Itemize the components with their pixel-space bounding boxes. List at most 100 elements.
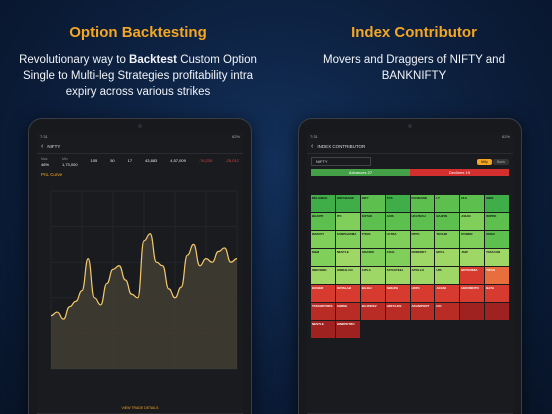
stock-tile[interactable]: ASIAN: [460, 213, 485, 230]
stock-tile[interactable]: IOC: [435, 303, 460, 320]
metric: 105: [90, 158, 98, 163]
stock-tile[interactable]: TCS: [385, 195, 410, 212]
stock-tile[interactable]: TATAMOTORS: [311, 303, 335, 320]
nifty-toggle[interactable]: Nifty: [476, 159, 492, 165]
stock-tile[interactable]: BAJFIN: [435, 213, 460, 230]
pnl-chart-svg: [50, 190, 238, 370]
stock-tile[interactable]: GRASIM: [360, 249, 385, 266]
metric: 50: [110, 158, 115, 163]
stock-tile[interactable]: HEROMOTO: [460, 285, 485, 302]
back-arrow-icon[interactable]: ‹: [311, 143, 314, 150]
status-bar: 7:31 62%: [310, 134, 510, 139]
stock-tile[interactable]: TATACON: [485, 249, 509, 266]
option-backtesting-description: Revolutionary way to Backtest Custom Opt…: [19, 54, 257, 98]
stock-tile[interactable]: APOLLO: [410, 267, 435, 284]
tablet-mockup-index: 7:31 62% ‹ INDEX CONTRIBUTOR NIFTY Nifty…: [298, 118, 522, 414]
stock-tile[interactable]: SUNPHARMA: [335, 231, 360, 248]
stock-tile[interactable]: NTPC: [410, 231, 435, 248]
stock-tile[interactable]: ADANIPORT: [410, 303, 435, 320]
stock-tile[interactable]: [485, 303, 509, 320]
stock-tile[interactable]: SBIN: [485, 195, 509, 212]
stock-tile[interactable]: HDFCLIFE: [385, 303, 410, 320]
heatmap-grid: RELIANCE HDFCBANK INFY TCS ICICIBANK LT HUL SBI…: [311, 195, 509, 338]
stock-tile[interactable]: BPCL: [435, 249, 460, 266]
metrics-row: Max 48% Min 1,73,000 105 50 17 43,883 4,57,009 -7…: [37, 154, 243, 170]
metric: -25,012: [225, 158, 239, 163]
stock-tile[interactable]: HDFC: [410, 285, 435, 302]
advances-bar: Advances 27: [311, 169, 410, 176]
stock-tile[interactable]: NESTLE: [335, 249, 360, 266]
stock-tile[interactable]: INDUSIND: [311, 267, 335, 284]
stock-tile[interactable]: TATASTEEL: [385, 267, 410, 284]
stock-tile[interactable]: ICICIBANK: [410, 195, 435, 212]
index-toolbar: NIFTY Nifty Bank: [307, 154, 513, 169]
stock-tile[interactable]: BAJAJ: [360, 285, 385, 302]
stock-tile[interactable]: UPL: [435, 267, 460, 284]
stock-tile[interactable]: DIVISLAB: [335, 285, 360, 302]
stock-tile[interactable]: POWER: [460, 231, 485, 248]
app-header: ‹ INDEX CONTRIBUTOR: [307, 140, 513, 154]
stock-tile[interactable]: ITC: [335, 213, 360, 230]
metric: Max 48%: [41, 157, 50, 167]
app-header: ‹ NIFTY: [37, 140, 243, 154]
metric: 43,883: [145, 158, 158, 163]
stock-tile[interactable]: AXIS: [385, 213, 410, 230]
heading-index-contributor: Index Contributor: [351, 24, 477, 41]
heading-option-backtesting: Option Backtesting: [69, 24, 207, 41]
stock-tile[interactable]: BATA: [485, 285, 509, 302]
stock-tile[interactable]: INFY: [360, 195, 385, 212]
stock-tile[interactable]: HINDPETRO: [335, 321, 360, 338]
stock-tile[interactable]: TECHM: [435, 231, 460, 248]
stock-tile[interactable]: NESTLE: [311, 321, 335, 338]
index-select[interactable]: NIFTY: [311, 157, 371, 166]
stock-tile[interactable]: BAJFINSV: [360, 303, 385, 320]
stock-tile[interactable]: BHARTI: [311, 213, 335, 230]
stock-tile[interactable]: [460, 303, 485, 320]
stock-tile[interactable]: TITAN: [485, 267, 509, 284]
stock-tile[interactable]: WIPRO: [485, 213, 509, 230]
stock-tile[interactable]: CIPLA: [360, 267, 385, 284]
index-contributor-panel: Index Contributor Movers and Draggers of…: [276, 0, 552, 414]
backtest-screen: 7:31 62% ‹ NIFTY Max 48% Min 1,73,000 105 50 1…: [37, 133, 243, 414]
camera-icon: [138, 124, 142, 128]
stock-tile[interactable]: RELIANCE: [311, 195, 335, 212]
index-contributor-description: Movers and Draggers of NIFTY and BANKNIF…: [323, 54, 505, 82]
stock-tile[interactable]: COAL: [385, 249, 410, 266]
stock-tile[interactable]: HUL: [460, 195, 485, 212]
stock-tile[interactable]: M&M: [311, 249, 335, 266]
metric: 4,57,009: [170, 158, 186, 163]
tablet-mockup-backtest: 7:31 62% ‹ NIFTY Max 48% Min 1,73,000 105 50 1…: [28, 118, 252, 414]
stock-tile[interactable]: JSW: [460, 249, 485, 266]
back-arrow-icon[interactable]: ‹: [41, 143, 44, 150]
stock-tile[interactable]: SHREE: [335, 303, 360, 320]
stock-tile[interactable]: ADANI: [435, 285, 460, 302]
advance-decline-row: Advances 27 Declines 19: [307, 169, 513, 176]
pnl-area: [51, 233, 237, 369]
bank-toggle[interactable]: Bank: [493, 159, 509, 165]
stock-tile[interactable]: KOTAK: [360, 213, 385, 230]
stock-tile[interactable]: ONGC: [485, 231, 509, 248]
metric: 17: [127, 158, 133, 163]
stock-tile[interactable]: EICHER: [311, 285, 335, 302]
stock-tile[interactable]: LT: [435, 195, 460, 212]
pnl-curve-label: PnL Curve: [41, 172, 63, 177]
stock-tile[interactable]: HDFCBANK: [335, 195, 360, 212]
stock-tile[interactable]: DRREDDY: [410, 249, 435, 266]
option-backtesting-panel: Option Backtesting Revolutionary way to …: [19, 24, 257, 414]
declines-bar: Declines 19: [410, 169, 509, 176]
camera-icon: [408, 124, 412, 128]
view-trade-details-link[interactable]: VIEW TRADE DETAILS: [121, 406, 159, 410]
status-bar: 7:31 62%: [40, 134, 240, 139]
stock-tile[interactable]: MARUTI: [311, 231, 335, 248]
page-title: INDEX CONTRIBUTOR: [317, 144, 366, 149]
stock-tile[interactable]: TITAN: [360, 231, 385, 248]
stock-tile[interactable]: SBILIFE: [385, 285, 410, 302]
stock-tile[interactable]: ULTRA: [385, 231, 410, 248]
pnl-line: [50, 233, 238, 320]
stock-tile[interactable]: HINDALCO: [335, 267, 360, 284]
stock-tile[interactable]: BRITANNIA: [460, 267, 485, 284]
pnl-chart: [41, 183, 241, 383]
metric: Min 1,73,000: [61, 157, 78, 167]
stock-tile[interactable]: HCLTECH: [410, 213, 435, 230]
index-screen: 7:31 62% ‹ INDEX CONTRIBUTOR NIFTY Nifty…: [307, 133, 513, 414]
